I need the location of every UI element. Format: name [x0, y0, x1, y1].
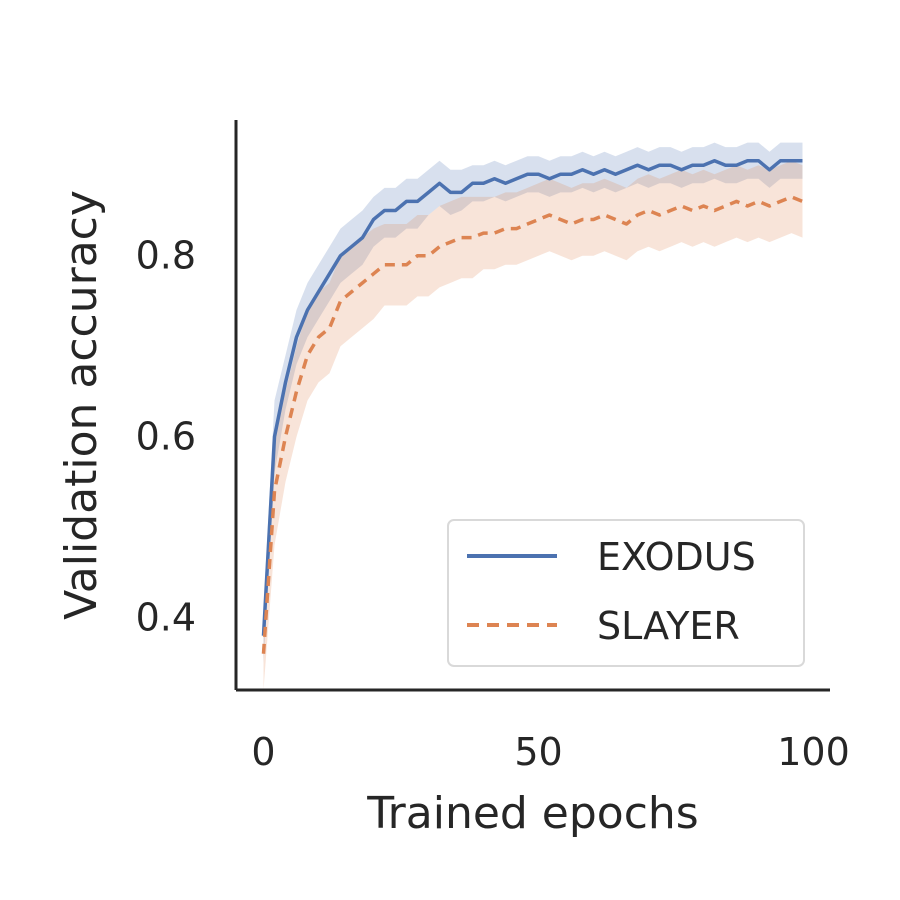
- x-tick-label: 50: [514, 730, 562, 774]
- legend: EXODUS SLAYER: [447, 519, 805, 667]
- x-tick-label: 0: [251, 730, 275, 774]
- legend-label-slayer: SLAYER: [597, 604, 740, 648]
- x-axis-title: Trained epochs: [366, 788, 698, 839]
- y-axis-title: Validation accuracy: [56, 190, 107, 620]
- x-tick-label: 100: [777, 730, 850, 774]
- series-lines: [261, 158, 804, 654]
- band-slayer: [263, 160, 803, 690]
- y-tick-labels: 0.4 0.6 0.8: [136, 234, 196, 640]
- y-tick-label: 0.4: [136, 596, 196, 640]
- y-tick-label: 0.6: [136, 415, 196, 459]
- series-line-slayer: [261, 195, 804, 654]
- legend-label-exodus: EXODUS: [597, 535, 756, 579]
- x-tick-labels: 0 50 100: [251, 730, 849, 774]
- series-line-exodus: [261, 158, 803, 636]
- y-tick-label: 0.8: [136, 234, 196, 278]
- confidence-bands: [263, 142, 803, 690]
